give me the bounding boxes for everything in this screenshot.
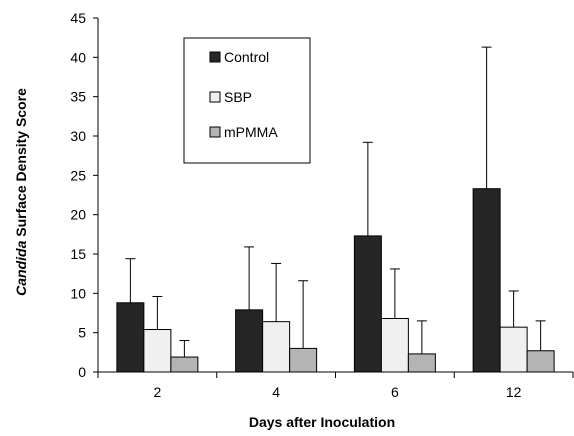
bar-mpmma-2	[170, 356, 199, 373]
legend-label-sbp: SBP	[224, 89, 252, 105]
bar-sbp-6	[380, 318, 409, 373]
bar-sbp-4	[262, 321, 291, 373]
bar-mpmma-6	[407, 353, 436, 373]
legend: Control SBP mPMMA	[183, 37, 311, 164]
x-tick-label: 2	[153, 384, 161, 400]
bar-control-4	[235, 309, 264, 373]
y-axis: 0 5 10 15 20 25 30 35 40 45	[70, 10, 99, 380]
legend-swatch-mpmma	[209, 126, 221, 138]
x-tick-label: 6	[391, 384, 399, 400]
x-axis-title: Days after Inoculation	[249, 414, 395, 430]
legend-swatch-sbp	[209, 91, 221, 103]
y-axis-title-rest: Surface Density Score	[13, 88, 29, 241]
y-tick-label: 0	[78, 364, 86, 380]
y-axis-title-italic: Candida	[13, 240, 29, 295]
error-bars	[125, 46, 546, 358]
bar-control-6	[353, 235, 382, 373]
y-tick-label: 35	[70, 89, 86, 105]
x-tick-label: 12	[506, 384, 522, 400]
bar-sbp-2	[143, 329, 172, 373]
y-tick-label: 15	[70, 246, 86, 262]
bar-mpmma-4	[289, 347, 318, 373]
y-tick-label: 20	[70, 207, 86, 223]
y-tick-label: 40	[70, 49, 86, 65]
y-tick-label: 25	[70, 167, 86, 183]
legend-label-mpmma: mPMMA	[224, 124, 278, 140]
legend-label-control: Control	[224, 49, 269, 65]
y-tick-label: 10	[70, 285, 86, 301]
legend-swatch-control	[209, 51, 221, 63]
bar-sbp-12	[499, 326, 528, 373]
x-tick-label: 4	[272, 384, 280, 400]
y-tick-label: 30	[70, 128, 86, 144]
bars	[116, 188, 555, 373]
legend-box	[183, 37, 311, 164]
y-axis-title: Candida Surface Density Score	[13, 88, 29, 296]
bar-control-12	[472, 188, 501, 373]
bar-control-2	[116, 302, 145, 373]
y-tick-label: 45	[70, 10, 86, 26]
bar-mpmma-12	[526, 350, 555, 373]
y-tick-label: 5	[78, 325, 86, 341]
x-axis: 2 4 6 12	[97, 371, 574, 400]
